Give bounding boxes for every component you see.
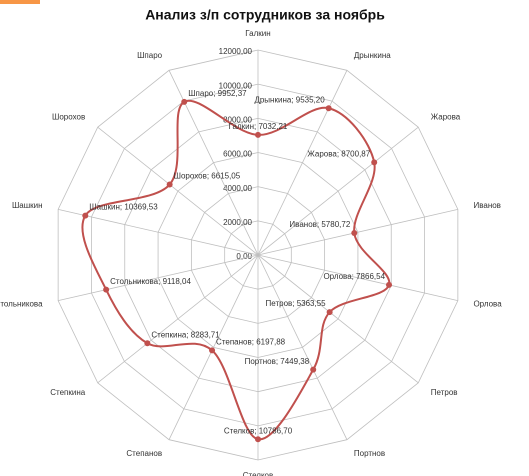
spoke [97, 254, 259, 384]
category-label: Иванов [473, 201, 500, 210]
series-line [81, 99, 391, 441]
tick-label: 6000,00 [223, 150, 252, 159]
category-label: Стелков [243, 471, 274, 476]
data-label: Шашкин; 10369,53 [89, 203, 158, 212]
data-label: Орлова; 7866,54 [323, 272, 385, 281]
data-point [371, 159, 378, 166]
spoke [97, 126, 259, 256]
spoke [257, 254, 348, 440]
category-label: Петров [431, 388, 458, 397]
data-label: Петров; 5363,55 [266, 299, 327, 308]
tick-label: 4000,00 [223, 184, 252, 193]
category-label: Шашкин [12, 201, 43, 210]
spoke [257, 208, 458, 256]
spoke [257, 254, 458, 302]
data-point [386, 281, 393, 288]
tick-label: 12000,00 [219, 47, 253, 56]
chart-title: Анализ з/п сотрудников за ноябрь [145, 7, 385, 23]
data-point [310, 366, 317, 373]
data-label: Галкин; 7032,21 [229, 122, 288, 131]
tick-label: 10000,00 [219, 81, 253, 90]
data-point [166, 181, 173, 188]
category-label: Шпаро [137, 51, 163, 60]
category-label: Дрынкина [354, 51, 391, 60]
category-label: Галкин [245, 29, 270, 38]
spoke [257, 254, 419, 384]
category-label: Шорохов [52, 112, 85, 121]
data-label: Иванов; 5780,72 [289, 220, 350, 229]
data-label: Степкина; 8283,71 [151, 330, 220, 339]
tick-label: 8000,00 [223, 115, 252, 124]
data-point [181, 98, 188, 105]
data-label: Шпаро; 9952,37 [188, 89, 247, 98]
category-label: Степанов [126, 449, 162, 458]
data-label: Дрынкина; 9535,20 [254, 95, 325, 104]
data-label: Шорохов; 6615,05 [174, 172, 241, 181]
category-label: Жарова [431, 112, 461, 121]
tick-label: 0,00 [236, 252, 252, 261]
data-point [325, 105, 332, 112]
data-point [144, 340, 151, 347]
data-label: Стелков; 10786,70 [224, 426, 293, 435]
data-label: Степанов; 6197,88 [216, 338, 286, 347]
spoke [257, 126, 419, 256]
data-label: Жарова; 8700,87 [307, 149, 370, 158]
data-point [326, 309, 333, 316]
spoke [58, 254, 259, 302]
category-label: Орлова [473, 299, 502, 308]
spoke [168, 254, 259, 440]
category-label: Портнов [354, 449, 385, 458]
spoke [257, 70, 348, 256]
data-point [209, 347, 216, 354]
data-point [255, 436, 261, 443]
data-point [351, 230, 358, 237]
category-label: Стольникова [0, 299, 43, 308]
spoke [58, 208, 259, 256]
data-label: Стольникова; 9118,04 [110, 277, 191, 286]
data-point [82, 212, 89, 219]
data-point [255, 131, 261, 138]
tick-label: 2000,00 [223, 218, 252, 227]
tab-strip [0, 0, 40, 4]
data-label: Портнов; 7449,38 [245, 357, 310, 366]
data-point [103, 286, 110, 293]
category-label: Степкина [50, 388, 86, 397]
